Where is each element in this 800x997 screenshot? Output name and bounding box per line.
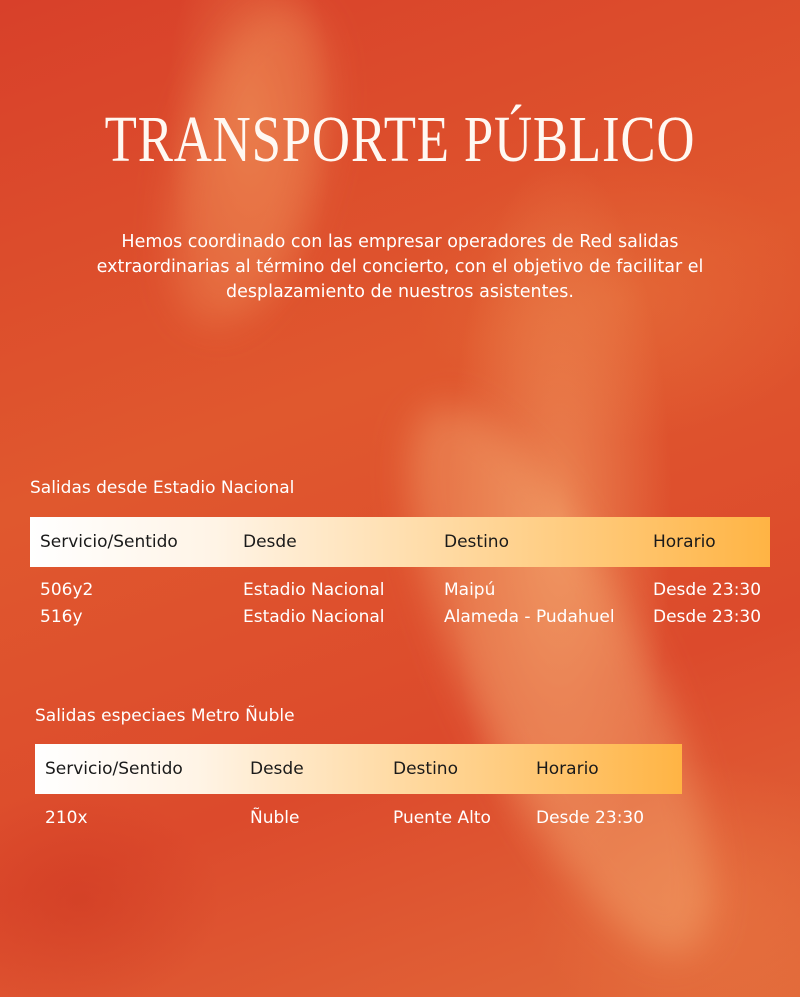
cell-servicio: 210x [45, 808, 88, 828]
header-servicio: Servicio/Sentido [40, 532, 178, 552]
cell-servicio: 516y [40, 607, 83, 627]
header-destino: Destino [393, 759, 458, 779]
header-desde: Desde [243, 532, 297, 552]
table-2-header: Servicio/Sentido Desde Destino Horario [35, 744, 682, 794]
table-1-label: Salidas desde Estadio Nacional [30, 478, 295, 498]
table-2-label: Salidas especiaes Metro Ñuble [35, 706, 295, 726]
page-title: TRANSPORTE PÚBLICO [104, 103, 696, 176]
header-horario: Horario [536, 759, 599, 779]
cell-horario: Desde 23:30 [653, 607, 762, 627]
cell-destino: Alameda - Pudahuel [444, 607, 615, 627]
intro-text: Hemos coordinado con las empresar operad… [96, 232, 704, 302]
table-row: 506y2 Estadio Nacional Maipú Desde 23:30 [30, 577, 770, 604]
table-1-header: Servicio/Sentido Desde Destino Horario [30, 517, 770, 567]
cell-destino: Maipú [444, 580, 496, 600]
table-row: 516y Estadio Nacional Alameda - Pudahuel… [30, 604, 770, 631]
cell-destino: Puente Alto [393, 808, 491, 828]
cell-desde: Estadio Nacional [243, 607, 385, 627]
cell-desde: Ñuble [250, 808, 300, 828]
header-horario: Horario [653, 532, 716, 552]
header-destino: Destino [444, 532, 509, 552]
table-row: 210x Ñuble Puente Alto Desde 23:30 [35, 805, 682, 832]
fabric-highlight [351, 370, 769, 990]
cell-horario: Desde 23:30 [536, 808, 645, 828]
cell-desde: Estadio Nacional [243, 580, 385, 600]
cell-horario: Desde 23:30 [653, 580, 762, 600]
header-desde: Desde [250, 759, 304, 779]
header-servicio: Servicio/Sentido [45, 759, 183, 779]
cell-servicio: 506y2 [40, 580, 94, 600]
